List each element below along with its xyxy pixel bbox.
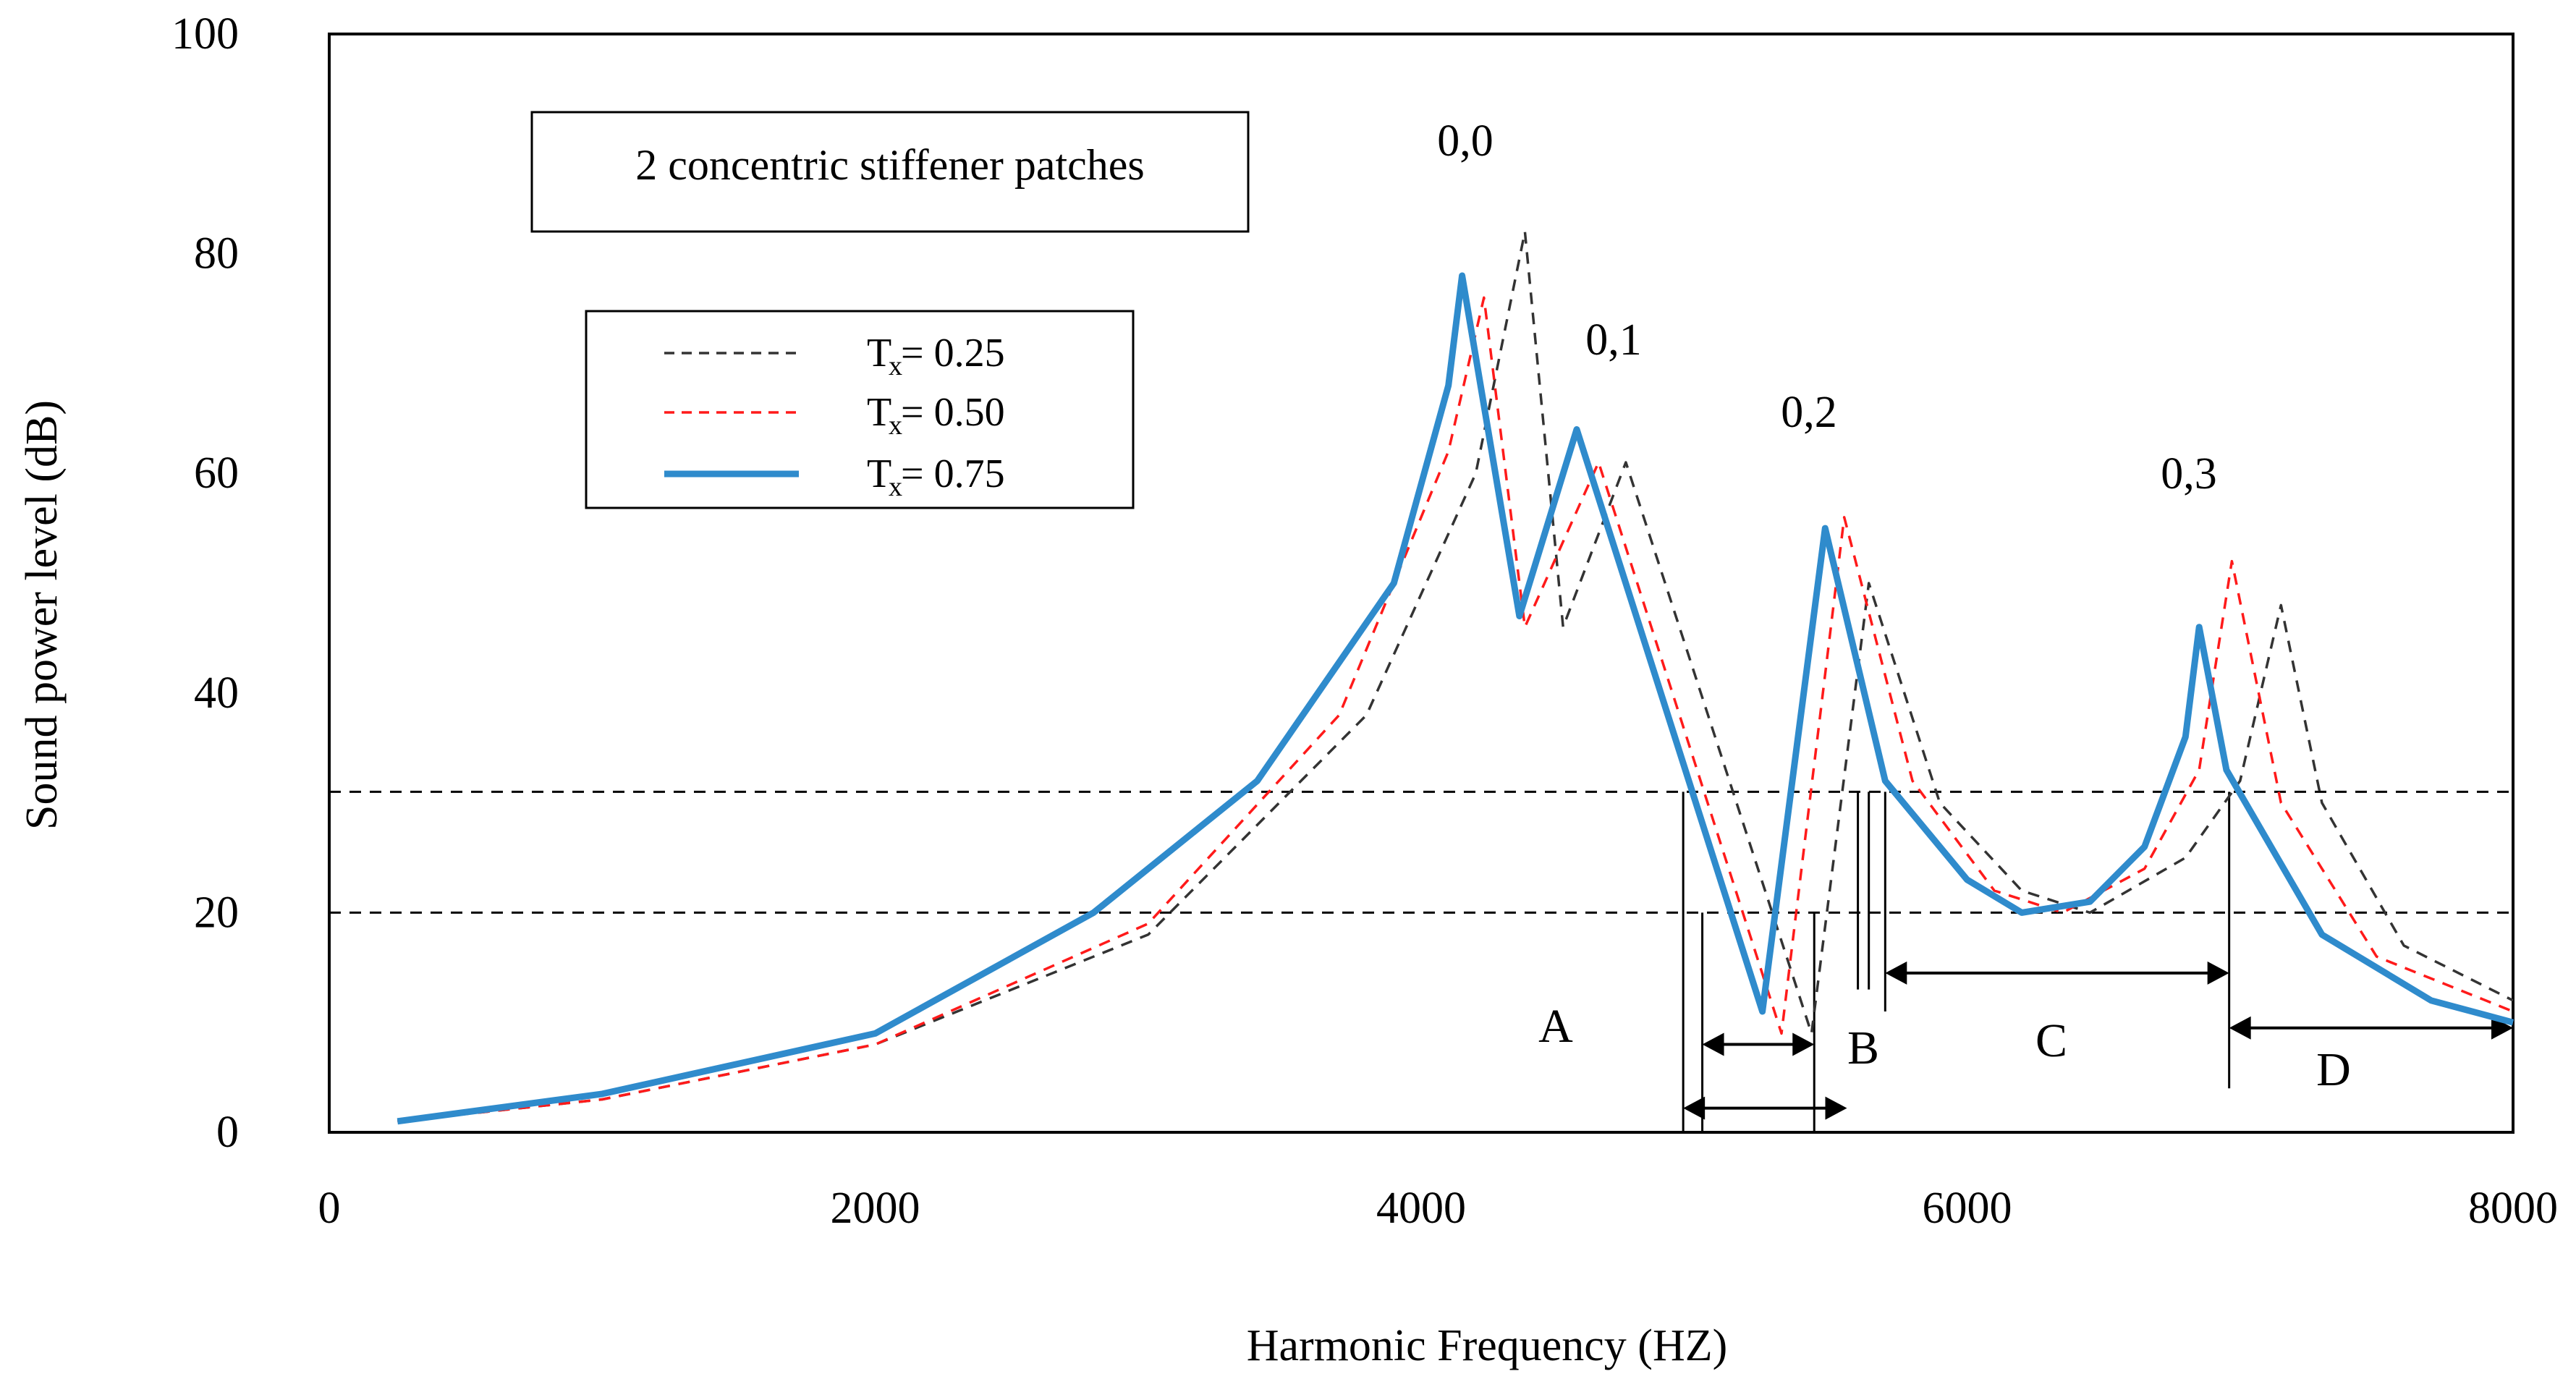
region-markers	[1682, 792, 2513, 1132]
mode-label: 0,1	[1585, 315, 1642, 365]
x-tick-label: 6000	[1923, 1184, 2012, 1233]
series-layer	[397, 230, 2514, 1125]
series-line	[397, 296, 2514, 1123]
region-arrow-head	[1792, 1032, 1815, 1056]
region-arrow-head	[2207, 961, 2229, 985]
legend-value: = 0.75	[901, 451, 1005, 496]
y-tick-label: 40	[194, 669, 239, 718]
mode-label: 0,3	[2161, 449, 2217, 499]
x-tick-label: 4000	[1376, 1184, 1466, 1233]
x-tick-label: 2000	[831, 1184, 920, 1233]
region-label: B	[1847, 1022, 1879, 1074]
chart-title: 2 concentric stiffener patches	[635, 141, 1145, 189]
mode-label: 0,0	[1437, 116, 1494, 166]
y-tick-label: 100	[171, 9, 239, 59]
region-label: C	[2035, 1014, 2067, 1067]
x-axis-ticks: 0 2000 4000 6000 8000	[318, 1184, 2559, 1233]
region-arrow-head	[1885, 961, 1907, 985]
y-tick-label: 20	[194, 888, 239, 937]
y-tick-label: 60	[194, 449, 239, 498]
region-arrow-head	[2229, 1016, 2251, 1040]
legend-subscript: x	[889, 410, 902, 441]
x-tick-label: 0	[318, 1184, 341, 1233]
legend-subscript: x	[889, 351, 902, 381]
y-axis-title: Sound power level (dB)	[17, 400, 67, 830]
legend-value: = 0.50	[901, 390, 1005, 435]
x-axis-title: Harmonic Frequency (HZ)	[1247, 1321, 1728, 1370]
series-line	[397, 272, 2514, 1125]
legend	[585, 310, 1135, 509]
legend-subscript: x	[889, 472, 902, 502]
y-tick-label: 80	[194, 229, 239, 279]
legend-symbol: T	[867, 331, 891, 376]
legend-value: = 0.25	[901, 331, 1005, 376]
legend-symbol: T	[867, 390, 891, 435]
region-labels: A B C D	[1538, 1000, 2351, 1096]
region-label: A	[1538, 1000, 1573, 1053]
series-line	[397, 230, 2514, 1123]
x-tick-label: 8000	[2468, 1184, 2558, 1233]
region-arrow-head	[1702, 1032, 1724, 1056]
title-box	[530, 111, 1250, 233]
y-tick-label: 0	[216, 1108, 239, 1157]
region-arrow-head	[2491, 1016, 2513, 1040]
region-label: D	[2316, 1043, 2351, 1096]
mode-annotations: 0,0 0,1 0,2 0,3	[1437, 116, 2217, 499]
y-axis-ticks: 0 20 40 60 80 100	[171, 9, 239, 1157]
region-arrow-head	[1683, 1096, 1706, 1120]
mode-label: 0,2	[1781, 388, 1837, 437]
legend-symbol: T	[867, 451, 891, 496]
region-arrow-head	[1825, 1096, 1847, 1120]
